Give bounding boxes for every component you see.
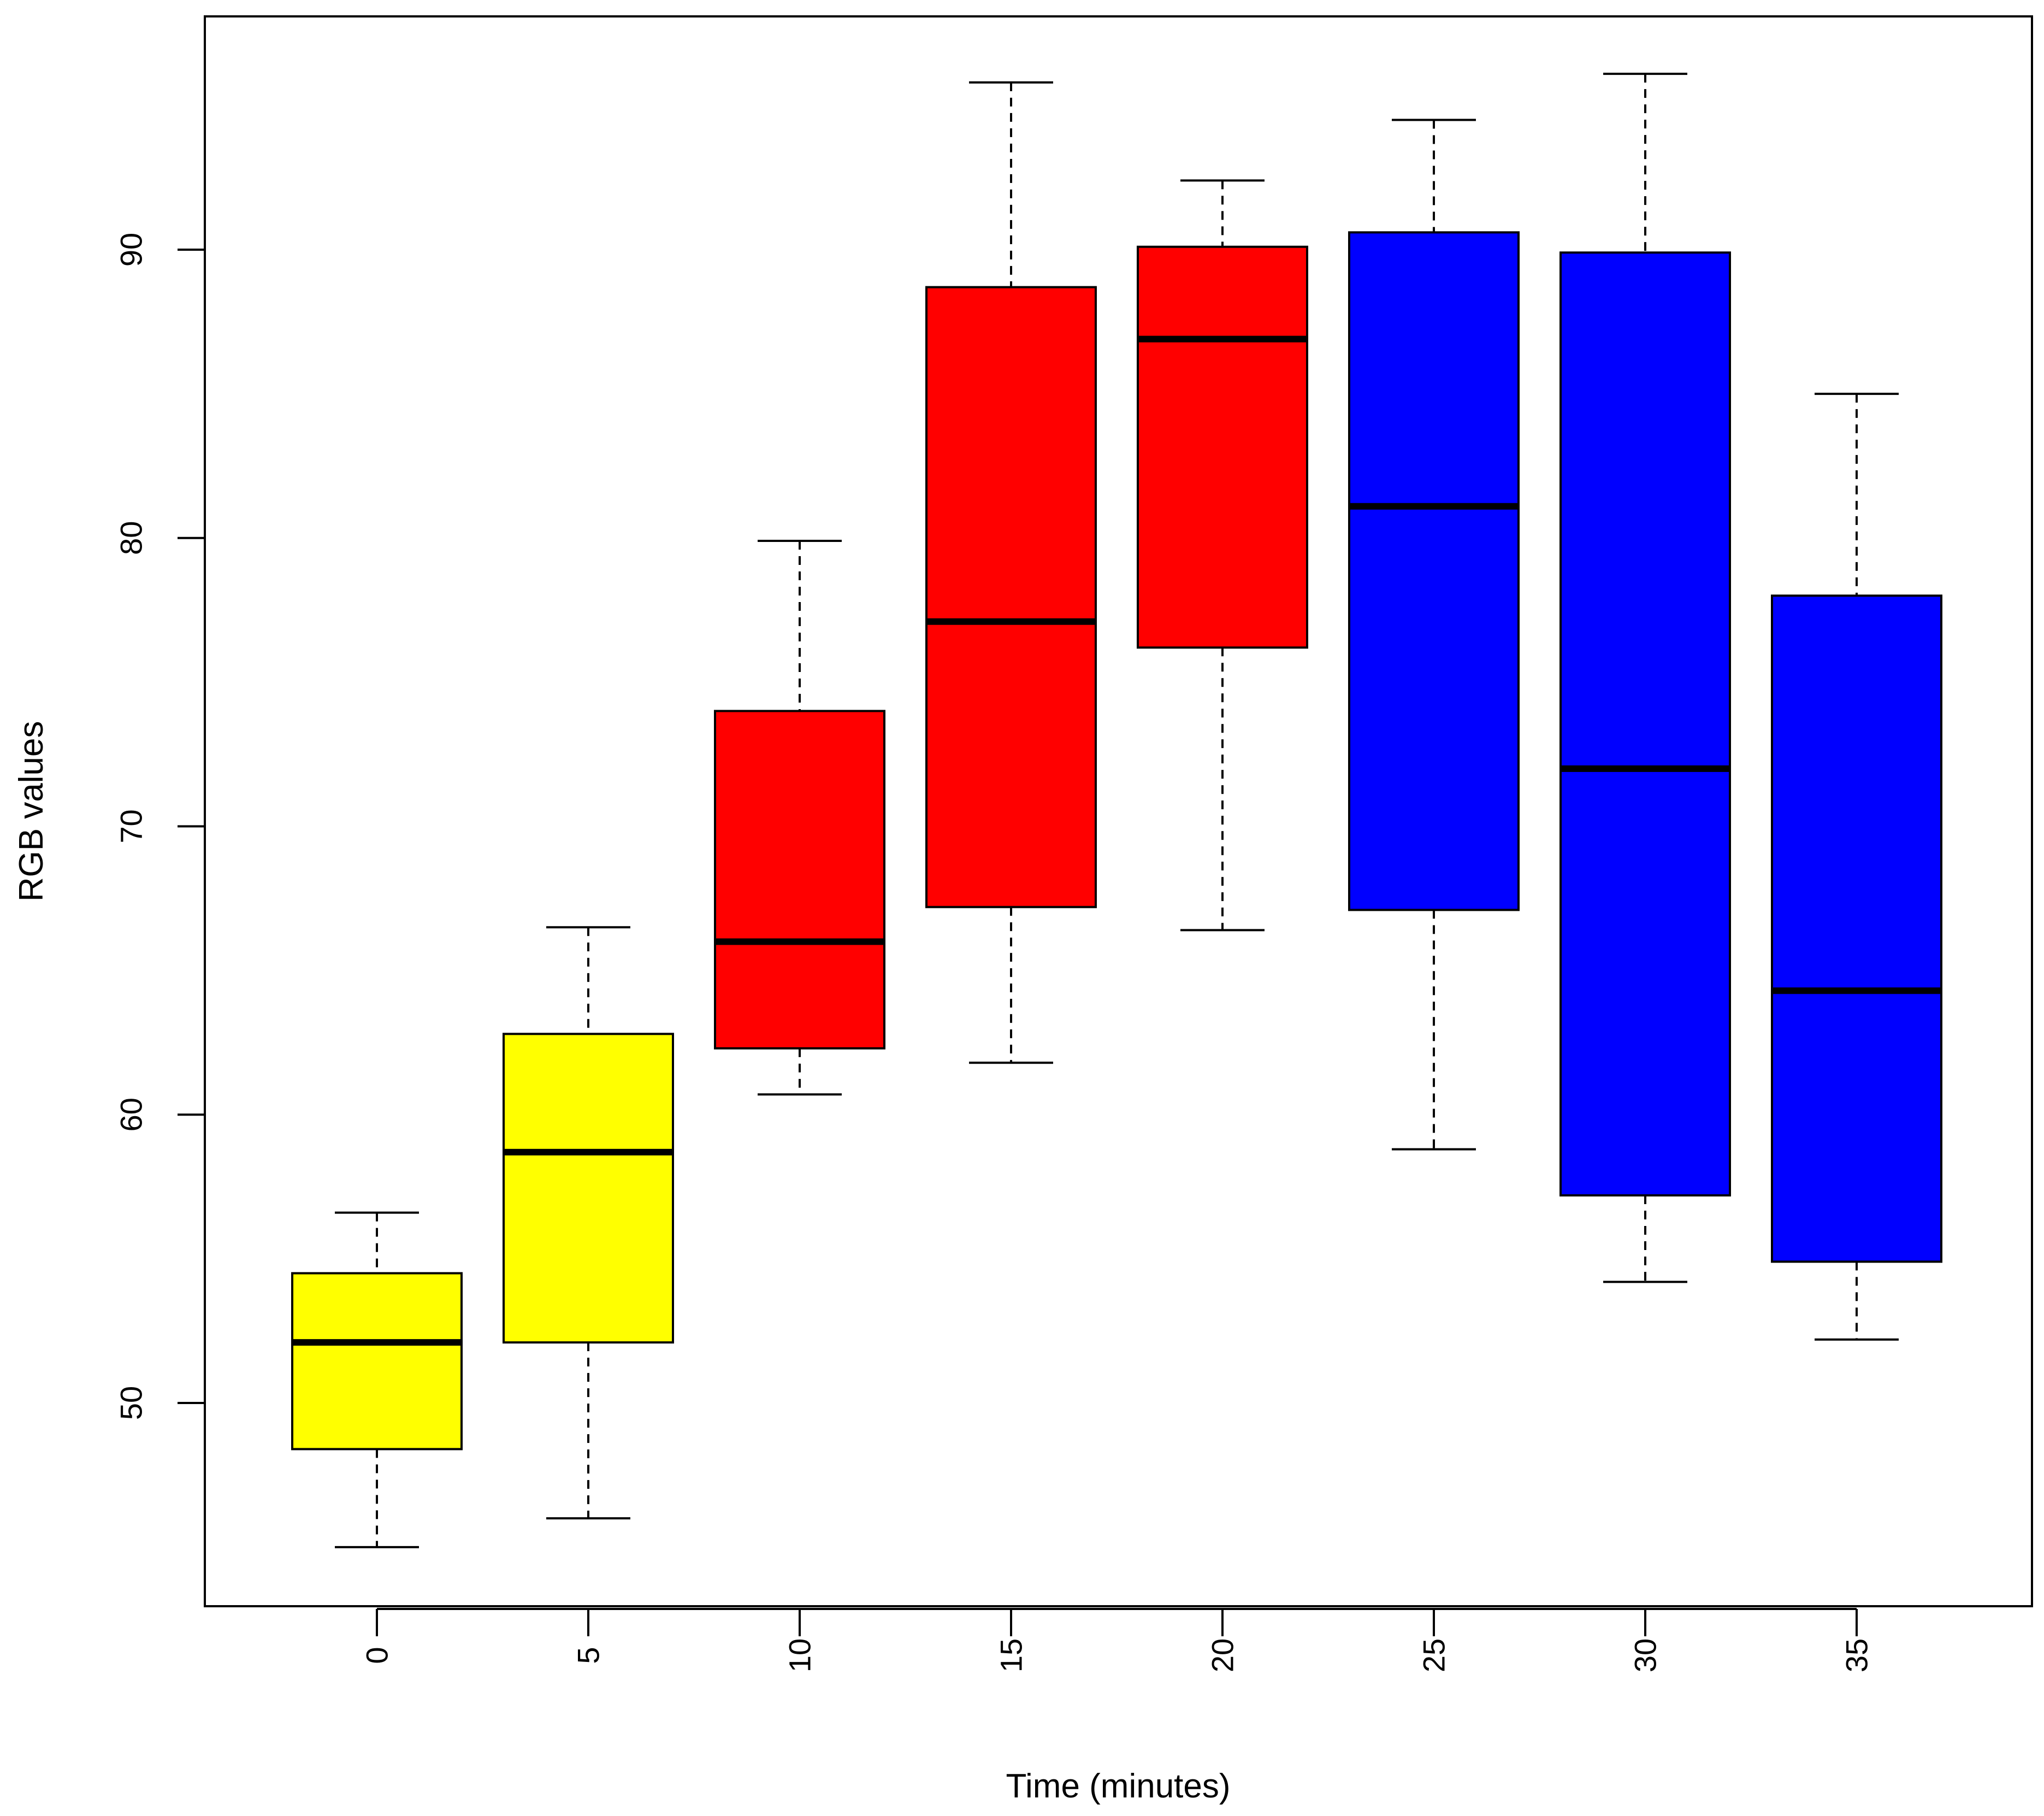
box-25 — [1348, 119, 1520, 1151]
iqr-box — [1137, 245, 1308, 649]
box-15 — [925, 81, 1097, 1064]
y-tick-label: 90 — [114, 233, 149, 267]
iqr-box — [1559, 251, 1731, 1197]
y-axis: 50 60 70 80 90 — [114, 233, 206, 1420]
box-35 — [1771, 392, 1942, 1341]
y-tick-label: 80 — [114, 521, 149, 555]
x-axis: 0 5 10 15 20 25 30 35 — [360, 1608, 1874, 1672]
box-0 — [291, 1211, 463, 1548]
x-tick-label: 30 — [1628, 1638, 1663, 1672]
x-tick-label: 10 — [783, 1638, 817, 1672]
x-tick-label: 25 — [1417, 1638, 1451, 1672]
iqr-box — [1348, 231, 1520, 911]
x-tick-label: 20 — [1206, 1638, 1240, 1672]
iqr-box — [503, 1033, 674, 1344]
y-axis-title: RGB values — [13, 721, 50, 902]
y-tick-label: 60 — [114, 1098, 149, 1131]
x-axis-title: Time (minutes) — [1006, 1767, 1230, 1805]
iqr-box — [714, 710, 885, 1049]
box-30 — [1559, 73, 1731, 1283]
box-5 — [503, 926, 674, 1520]
iqr-box — [925, 286, 1097, 909]
box-10 — [714, 540, 885, 1096]
plot-frame — [204, 15, 2033, 1607]
x-tick-label: 35 — [1840, 1638, 1874, 1672]
box-series — [291, 73, 1942, 1548]
y-tick-label: 70 — [114, 809, 149, 843]
x-tick-label: 0 — [360, 1647, 394, 1664]
y-tick-label: 50 — [114, 1386, 149, 1420]
x-tick-label: 5 — [571, 1647, 606, 1664]
x-tick-label: 15 — [994, 1638, 1029, 1672]
box-20 — [1137, 179, 1308, 931]
iqr-box — [1771, 594, 1942, 1263]
iqr-box — [291, 1272, 463, 1451]
